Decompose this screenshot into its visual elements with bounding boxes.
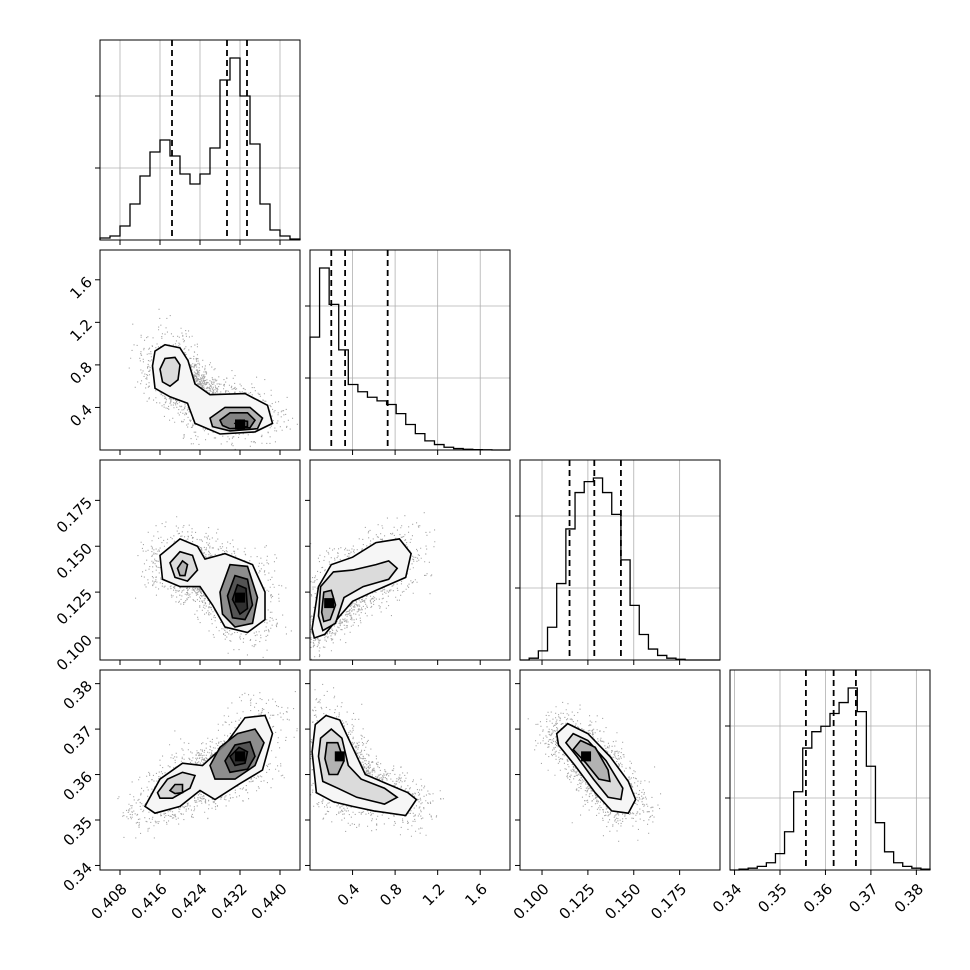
contour-line	[209, 406, 264, 432]
x-tick-label: 0.36	[800, 880, 836, 916]
histogram-series	[520, 477, 720, 661]
contour-line	[564, 732, 624, 801]
panel-frame	[99, 39, 301, 241]
density-peak	[334, 751, 345, 762]
panel-content	[135, 516, 292, 658]
x-tick-label: 0.37	[845, 880, 881, 916]
density-fill	[177, 560, 188, 576]
y-tick-label: 1.6	[66, 273, 96, 303]
contour-line	[156, 771, 197, 799]
x-tick-label: 0.100	[510, 880, 553, 923]
histogram-series	[309, 267, 510, 451]
panel-frame	[309, 669, 511, 871]
y-tick-label: 0.38	[60, 677, 96, 713]
contour-line	[218, 412, 257, 430]
contour-line	[231, 583, 249, 616]
y-tick-label: 0.36	[60, 768, 96, 804]
panel-frame	[99, 669, 301, 871]
density-peak	[235, 592, 245, 603]
x-tick-label: 0.432	[208, 880, 251, 923]
x-tick-label: 0.416	[128, 880, 171, 923]
density-fill	[324, 742, 344, 775]
histogram-series	[730, 687, 931, 871]
contour-line	[168, 783, 184, 795]
density-peak	[581, 751, 592, 762]
scatter-panel-0-1	[95, 249, 301, 455]
x-tick-label: 0.440	[248, 880, 291, 923]
scatter-panel-1-2	[305, 459, 511, 665]
scatter-panel-0-2	[95, 459, 301, 665]
contour-line	[224, 740, 256, 774]
x-tick-label: 0.125	[556, 880, 599, 923]
contour-line	[229, 746, 249, 767]
contour-line	[311, 714, 418, 817]
scatter-panel-0-3	[95, 669, 301, 875]
panel-frame	[729, 669, 931, 871]
panel-content	[310, 512, 436, 660]
contour-line	[159, 537, 266, 634]
panel-content	[527, 701, 662, 842]
scatter-points	[310, 512, 436, 660]
x-tick-label: 0.34	[709, 880, 745, 916]
x-tick-label: 0.35	[754, 880, 790, 916]
contour-line	[176, 559, 189, 577]
contour-line	[159, 356, 181, 388]
x-tick-label: 0.175	[647, 880, 690, 923]
panel-content	[117, 691, 298, 839]
density-fill	[573, 740, 610, 782]
x-tick-label: 1.6	[461, 880, 491, 910]
y-tick-label: 0.100	[53, 631, 96, 674]
x-tick-label: 0.150	[601, 880, 644, 923]
contour-line	[143, 714, 274, 815]
y-tick-label: 1.2	[66, 316, 96, 346]
scatter-points	[128, 308, 298, 450]
contour-line	[555, 722, 637, 815]
contour-line	[311, 538, 412, 640]
contour-line	[226, 574, 254, 621]
y-tick-label: 0.8	[66, 358, 96, 388]
hist-panel-0	[95, 39, 301, 245]
y-tick-label: 0.37	[60, 722, 96, 758]
density-peak	[235, 419, 245, 430]
contour-line	[169, 550, 199, 583]
density-peak	[324, 598, 335, 609]
y-tick-label: 0.175	[53, 494, 96, 537]
panel-frame	[519, 459, 721, 661]
y-tick-label: 0.125	[53, 585, 96, 628]
x-tick-label: 0.38	[891, 880, 927, 916]
hist-panel-2	[515, 459, 721, 665]
histogram-series	[99, 57, 301, 240]
panel-frame	[519, 669, 721, 871]
x-tick-label: 0.8	[376, 880, 406, 910]
scatter-panel-2-3	[515, 669, 721, 875]
panel-frame	[99, 459, 301, 661]
contour-line	[572, 739, 611, 783]
density-peak	[235, 751, 245, 762]
panel-frame	[309, 249, 511, 451]
hist-panel-1	[305, 249, 511, 455]
x-tick-label: 0.424	[168, 880, 211, 923]
y-tick-label: 0.150	[53, 540, 96, 583]
panel-content	[310, 683, 444, 837]
density-fill	[160, 357, 180, 387]
contour-line	[317, 560, 399, 632]
x-tick-label: 0.408	[88, 880, 131, 923]
y-tick-label: 0.4	[66, 401, 96, 431]
panel-content	[128, 308, 298, 450]
x-tick-label: 0.4	[334, 880, 364, 910]
contour-line	[219, 563, 259, 628]
contour-line	[209, 728, 265, 780]
panel-frame	[99, 249, 301, 451]
y-tick-label: 0.35	[60, 813, 96, 849]
contour-line	[151, 343, 274, 435]
y-tick-label: 0.34	[60, 859, 96, 895]
scatter-points	[310, 683, 444, 837]
panel-frame	[309, 459, 511, 661]
hist-panel-3	[725, 669, 931, 875]
scatter-panel-1-3	[305, 669, 511, 875]
contour-line	[317, 728, 399, 805]
x-tick-label: 1.2	[419, 880, 449, 910]
contour-line	[320, 589, 337, 623]
